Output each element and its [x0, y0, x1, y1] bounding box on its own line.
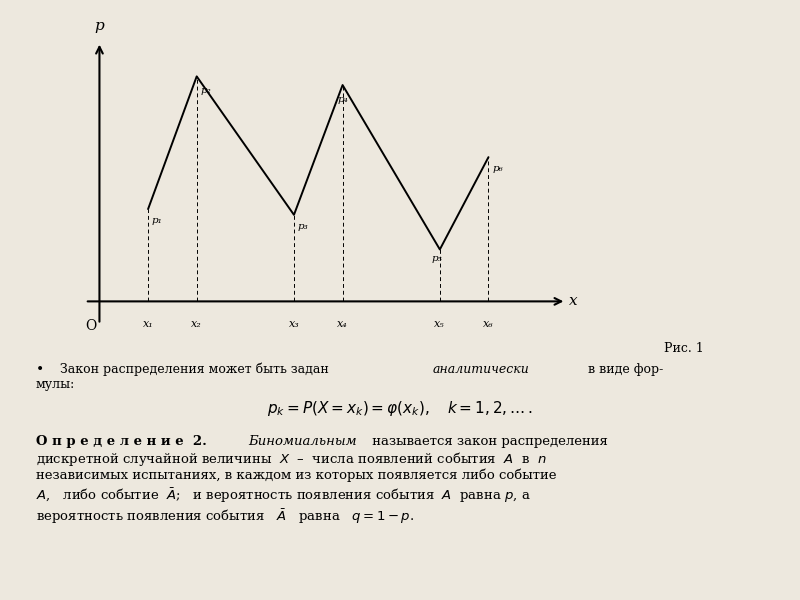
- Text: x₆: x₆: [483, 319, 494, 329]
- Text: Биномиальным: Биномиальным: [248, 435, 357, 448]
- Text: дискретной случайной величины  $X$  –  числа появлений события  $A$  в  $n$: дискретной случайной величины $X$ – числ…: [36, 450, 546, 468]
- Text: независимых испытаниях, в каждом из которых появляется либо событие: независимых испытаниях, в каждом из кото…: [36, 468, 557, 481]
- Text: $A$,   либо событие  $\bar{A}$;   и вероятность появления события  $A$  равна $p: $A$, либо событие $\bar{A}$; и вероятнос…: [36, 486, 530, 505]
- Text: Рис. 1: Рис. 1: [664, 342, 704, 355]
- Text: •: •: [36, 363, 44, 377]
- Text: $p_k = P(X = x_k) = \varphi(x_k), \quad k = 1, 2, \ldots\,.$: $p_k = P(X = x_k) = \varphi(x_k), \quad …: [267, 399, 533, 418]
- Text: О п р е д е л е н и е  2.: О п р е д е л е н и е 2.: [36, 435, 207, 448]
- Text: p₁: p₁: [152, 216, 162, 225]
- Text: x₃: x₃: [289, 319, 299, 329]
- Text: мулы:: мулы:: [36, 378, 75, 391]
- Text: p₂: p₂: [201, 86, 211, 95]
- Text: называется закон распределения: называется закон распределения: [368, 435, 608, 448]
- Text: x₅: x₅: [434, 319, 446, 329]
- Text: p₆: p₆: [492, 164, 503, 173]
- Text: x: x: [569, 295, 578, 308]
- Text: x₂: x₂: [191, 319, 202, 329]
- Text: p₃: p₃: [298, 222, 309, 231]
- Text: O: O: [85, 319, 96, 332]
- Text: p₄: p₄: [338, 95, 349, 104]
- Text: вероятность появления события   $\bar{A}$   равна   $q = 1 - p$.: вероятность появления события $\bar{A}$ …: [36, 507, 414, 526]
- Text: Закон распределения может быть задан: Закон распределения может быть задан: [60, 363, 333, 377]
- Text: x₁: x₁: [142, 319, 154, 329]
- Text: в виде фор-: в виде фор-: [584, 363, 663, 376]
- Text: p₅: p₅: [431, 254, 442, 263]
- Text: аналитически: аналитически: [433, 363, 530, 376]
- Text: p: p: [94, 19, 104, 33]
- Text: x₄: x₄: [338, 319, 348, 329]
